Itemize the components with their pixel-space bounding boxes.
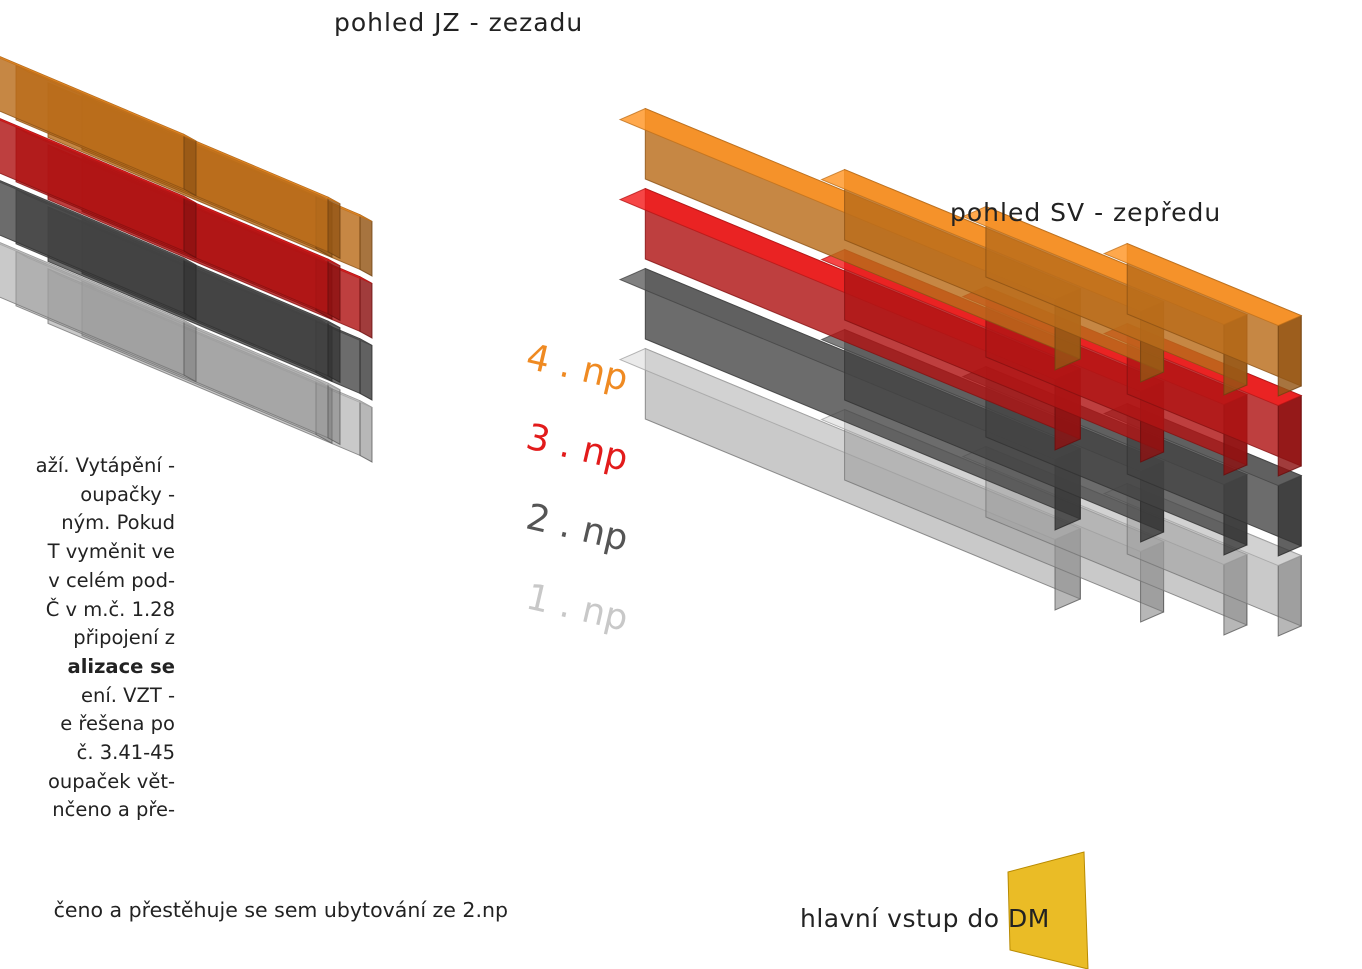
floor3-block-4-top (0, 118, 197, 204)
floor4-block-4-top (1102, 243, 1303, 327)
floor1-block-4-side-short (183, 319, 197, 383)
bottom-note-text: čeno a přestěhuje se sem ubytování ze 2.… (53, 898, 508, 922)
floor3-block-1-side-short (359, 275, 373, 339)
floor1-block-3-side-short (327, 382, 341, 446)
floor3-block-3-side-short (327, 258, 341, 322)
description-text: aží. Vytápění - oupačky - ným. Pokud T vymě… (0, 452, 175, 832)
description-line: aží. Vytápění - (35, 454, 175, 477)
entrance-marker (1007, 851, 1089, 969)
floor4-block-4-side-short (1277, 314, 1302, 397)
description-line: oupačky - (80, 482, 175, 506)
floor3-block-4-side-short (183, 195, 197, 259)
entrance-label: hlavní vstup do DM (800, 904, 1050, 933)
description-line: připojení z (73, 626, 175, 650)
description-line: alizace se (67, 654, 175, 678)
description-line: č. 3.41-45 (76, 741, 175, 764)
view-jz-title: pohled JZ - zezadu (334, 8, 584, 37)
floor2-block-4-side-short (1277, 474, 1302, 557)
model-view-jz (0, 56, 373, 463)
description-line: Č v m.č. 1.28 (45, 597, 175, 621)
description-line: T vyměnit ve (47, 540, 175, 564)
floor2-block-3-side-short (327, 320, 341, 384)
description-line: nčeno a pře- (52, 798, 175, 822)
view-sv-title: pohled SV - zepředu (950, 198, 1222, 227)
bottom-note: čeno a přestěhuje se sem ubytování ze 2.… (0, 898, 520, 932)
description-line: ným. Pokud (61, 511, 175, 535)
description-line: oupaček vět- (47, 769, 175, 793)
model-view-sv (618, 107, 1303, 637)
floor4-block-4-side-short (183, 133, 197, 197)
floor4-block-1-side-short (359, 213, 373, 277)
floor2-block-4-side-short (183, 257, 197, 321)
floor2-block-4-top (0, 180, 197, 266)
floor3-block-4-side-short (1277, 394, 1302, 477)
description-line: v celém pod- (48, 568, 175, 592)
floor4-block-3-side-short (327, 196, 341, 260)
floor4-block-4-top (0, 56, 197, 142)
description-line: ení. VZT - (80, 683, 175, 707)
floor1-block-4-side-short (1277, 554, 1302, 637)
floor2-block-1-side-short (359, 337, 373, 401)
description-line: e řešena po (60, 712, 175, 736)
floor1-block-4-top (0, 242, 197, 328)
floor1-block-1-side-short (359, 399, 373, 463)
